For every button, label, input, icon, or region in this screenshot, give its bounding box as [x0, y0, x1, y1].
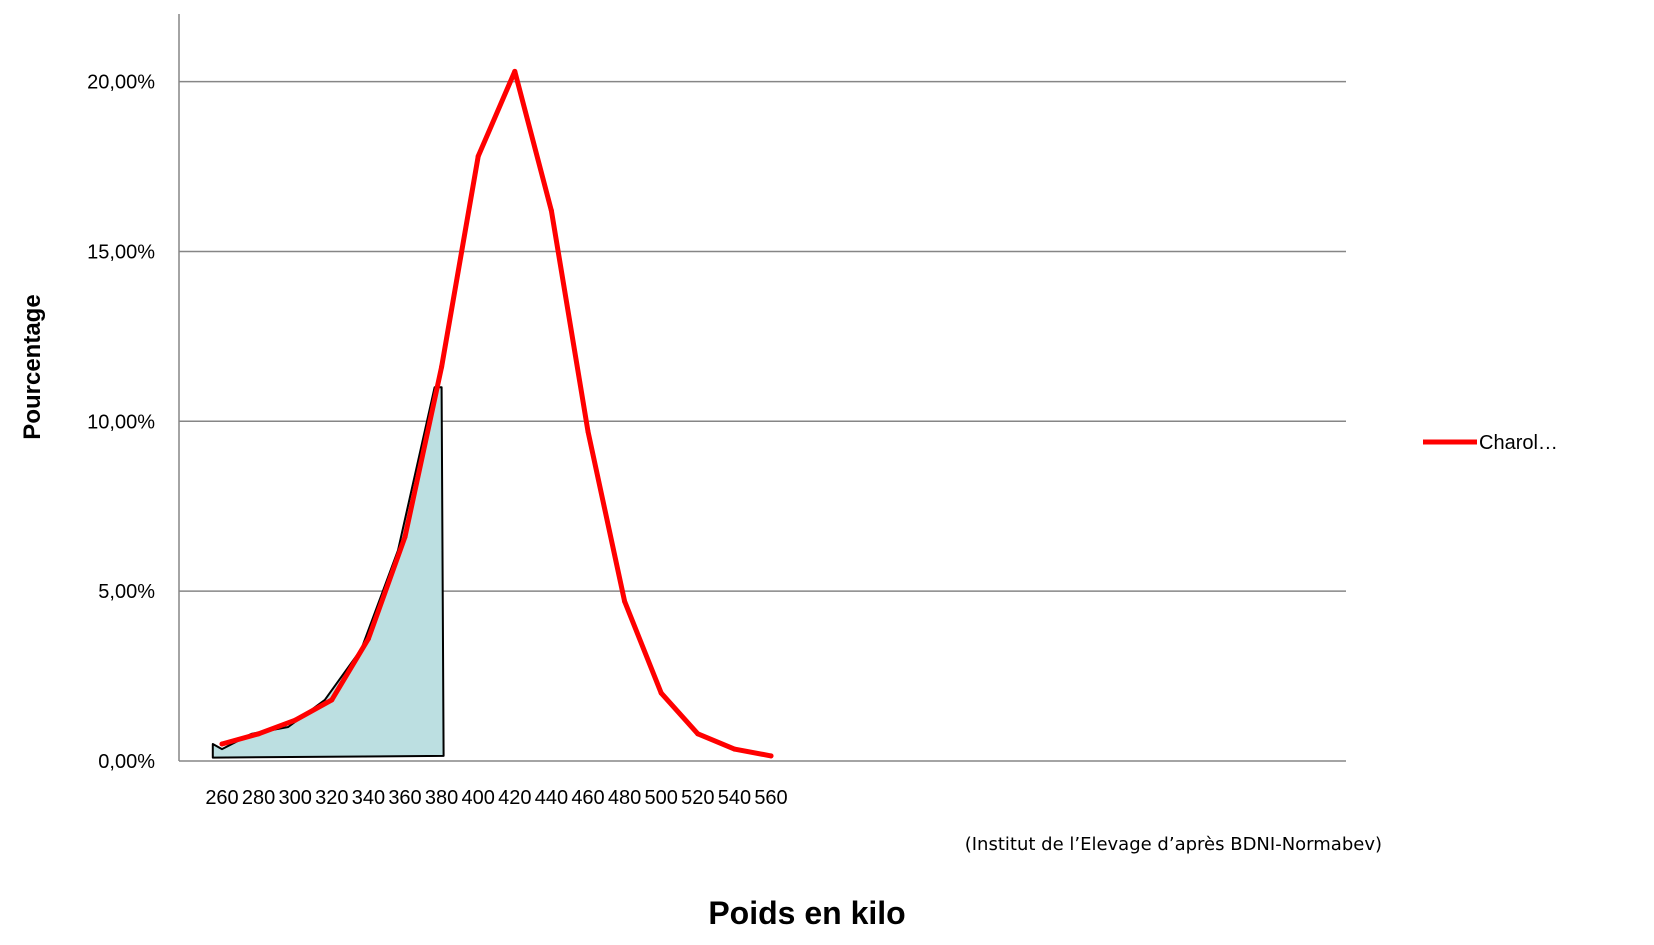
x-tick-label: 540 — [718, 787, 751, 809]
data-point — [292, 717, 298, 723]
x-tick-label: 460 — [571, 787, 604, 809]
x-tick-label: 380 — [425, 787, 458, 809]
y-tick-label: 0,00% — [98, 751, 155, 773]
data-point — [658, 690, 664, 696]
y-tick-labels: 0,00% 5,00% 10,00% 15,00% 20,00% — [87, 72, 155, 773]
x-tick-label: 320 — [315, 787, 348, 809]
x-tick-label: 340 — [352, 787, 385, 809]
data-point — [256, 731, 262, 737]
data-point — [439, 364, 445, 370]
data-point — [548, 208, 554, 214]
y-tick-label: 20,00% — [87, 72, 155, 94]
grid-layer — [179, 80, 1346, 592]
data-point — [475, 153, 481, 159]
y-tick-label: 10,00% — [87, 411, 155, 433]
data-point — [768, 753, 774, 759]
x-tick-labels: 260 280 300 320 340 360 380 400 420 440 460 480 500 5… — [205, 787, 787, 809]
y-axis-title: Pourcentage — [19, 294, 46, 439]
data-point — [695, 731, 701, 737]
data-point — [329, 697, 335, 703]
x-tick-label: 360 — [388, 787, 421, 809]
x-tick-label: 500 — [645, 787, 678, 809]
source-note: (Institut de l’Elevage d’après BDNI-Norm… — [965, 834, 1382, 855]
x-tick-label: 400 — [462, 787, 495, 809]
x-tick-label: 560 — [754, 787, 787, 809]
x-tick-label: 440 — [535, 787, 568, 809]
x-tick-label: 420 — [498, 787, 531, 809]
data-point — [512, 68, 518, 74]
legend-label: Charol… — [1479, 432, 1558, 454]
data-point — [622, 598, 628, 604]
x-tick-label: 300 — [279, 787, 312, 809]
data-point — [731, 746, 737, 752]
series-layer — [219, 68, 774, 759]
y-tick-label: 5,00% — [98, 581, 155, 603]
highlight-area-layer — [211, 386, 445, 759]
x-axis-title: Poids en kilo — [708, 895, 905, 931]
x-tick-label: 280 — [242, 787, 275, 809]
data-point — [402, 534, 408, 540]
y-tick-label: 15,00% — [87, 241, 155, 263]
series-line — [219, 68, 774, 759]
data-point — [585, 428, 591, 434]
data-point — [365, 636, 371, 642]
data-point — [219, 741, 225, 747]
x-tick-label: 480 — [608, 787, 641, 809]
x-tick-label: 260 — [205, 787, 238, 809]
axis-layer — [178, 14, 1346, 762]
legend: Charol… — [1423, 432, 1558, 454]
highlight-area — [211, 386, 445, 759]
x-tick-label: 520 — [681, 787, 714, 809]
